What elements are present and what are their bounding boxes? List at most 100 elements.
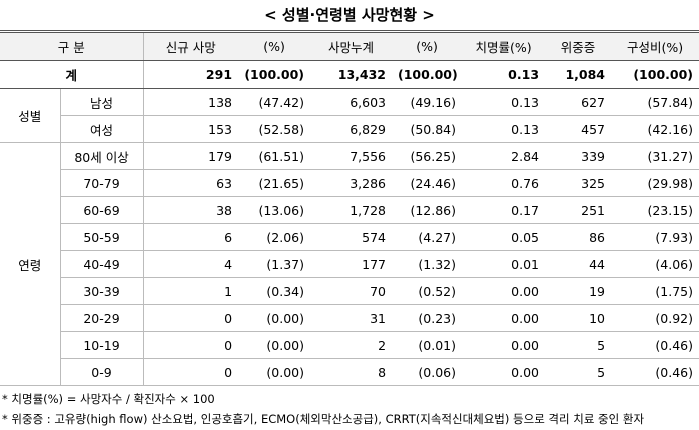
data-row: 여성 153 (52.58) 6,829 (50.84) 0.13 457 (42.16) <box>0 115 699 143</box>
cell: (0.00) <box>238 331 311 359</box>
cell: (100.00) <box>611 60 699 89</box>
cell: (0.34) <box>238 277 311 305</box>
cell: 0.13 <box>462 88 546 116</box>
cell: (49.16) <box>392 88 463 116</box>
row-label: 20-29 <box>60 304 144 332</box>
cell: (0.46) <box>611 358 699 386</box>
header-cell: (%) <box>392 30 463 61</box>
cell: 44 <box>545 250 612 278</box>
cell: 325 <box>545 169 612 197</box>
note: * 치명률(%) = 사망자수 / 확진자수 × 100 <box>2 392 215 406</box>
header-cell: 구 분 <box>0 30 144 61</box>
cell: (13.06) <box>238 196 311 224</box>
cell: 2 <box>310 331 393 359</box>
cell: 70 <box>310 277 393 305</box>
note: * 위중증 : 고유량(high flow) 산소요법, 인공호흡기, ECMO… <box>2 412 645 426</box>
cell: 0.01 <box>462 250 546 278</box>
cell: (24.46) <box>392 169 463 197</box>
cell: (47.42) <box>238 88 311 116</box>
cell: (100.00) <box>238 60 311 89</box>
row-label: 50-59 <box>60 223 144 251</box>
total-row: 계 291 (100.00) 13,432 (100.00) 0.13 1,084 (100.… <box>0 60 699 89</box>
cell: (0.00) <box>238 304 311 332</box>
row-label: 여성 <box>60 115 144 143</box>
cell: 19 <box>545 277 612 305</box>
total-label: 계 <box>0 60 144 89</box>
cell: (0.52) <box>392 277 463 305</box>
cell: 251 <box>545 196 612 224</box>
cell: 4 <box>143 250 239 278</box>
cell: 153 <box>143 115 239 143</box>
cell: (50.84) <box>392 115 463 143</box>
header-cell: (%) <box>238 30 311 61</box>
cell: (1.37) <box>238 250 311 278</box>
header-cell: 위중증 <box>545 30 612 61</box>
cell: (7.93) <box>611 223 699 251</box>
cell: 0.00 <box>462 358 546 386</box>
row-label: 30-39 <box>60 277 144 305</box>
cell: (31.27) <box>611 142 699 170</box>
cell: (0.00) <box>238 358 311 386</box>
cell: 3,286 <box>310 169 393 197</box>
cell: (0.23) <box>392 304 463 332</box>
cell: (56.25) <box>392 142 463 170</box>
row-label: 0-9 <box>60 358 144 386</box>
data-row: 20-29 0 (0.00) 31 (0.23) 0.00 10 (0.92) <box>0 304 699 332</box>
cell: (29.98) <box>611 169 699 197</box>
header-cell: 사망누계 <box>310 30 393 61</box>
cell: 0 <box>143 358 239 386</box>
cell: 1,728 <box>310 196 393 224</box>
cell: (23.15) <box>611 196 699 224</box>
cell: 1,084 <box>545 60 612 89</box>
cell: (42.16) <box>611 115 699 143</box>
cell: 574 <box>310 223 393 251</box>
cell: (4.06) <box>611 250 699 278</box>
cell: 0.13 <box>462 115 546 143</box>
title: < 성별·연령별 사망현황 > <box>264 6 435 24</box>
cell: 0 <box>143 331 239 359</box>
data-row: 0-9 0 (0.00) 8 (0.06) 0.00 5 (0.46) <box>0 358 699 386</box>
cell: (0.92) <box>611 304 699 332</box>
table-body: 구 분 신규 사망 (%) 사망누계 (%) 치명률(%) 위중증 구성비(%) 계 291 (10… <box>0 30 699 386</box>
row-label: 80세 이상 <box>60 142 144 170</box>
cell: 31 <box>310 304 393 332</box>
cell: 7,556 <box>310 142 393 170</box>
cell: (1.32) <box>392 250 463 278</box>
group-label: 성별 <box>0 88 61 143</box>
cell: 6,603 <box>310 88 393 116</box>
cell: 339 <box>545 142 612 170</box>
cell: (0.06) <box>392 358 463 386</box>
data-row: 30-39 1 (0.34) 70 (0.52) 0.00 19 (1.75) <box>0 277 699 305</box>
cell: 138 <box>143 88 239 116</box>
header-row: 구 분 신규 사망 (%) 사망누계 (%) 치명률(%) 위중증 구성비(%) <box>0 30 699 61</box>
cell: 86 <box>545 223 612 251</box>
cell: 0.05 <box>462 223 546 251</box>
data-row: 40-49 4 (1.37) 177 (1.32) 0.01 44 (4.06) <box>0 250 699 278</box>
group-label: 연령 <box>0 142 61 386</box>
cell: 38 <box>143 196 239 224</box>
cell: 8 <box>310 358 393 386</box>
cell: 6 <box>143 223 239 251</box>
data-row: 50-59 6 (2.06) 574 (4.27) 0.05 86 (7.93) <box>0 223 699 251</box>
cell: (57.84) <box>611 88 699 116</box>
cell: (21.65) <box>238 169 311 197</box>
row-label: 10-19 <box>60 331 144 359</box>
cell: 0.17 <box>462 196 546 224</box>
cell: 10 <box>545 304 612 332</box>
cell: 177 <box>310 250 393 278</box>
cell: 5 <box>545 358 612 386</box>
cell: (0.01) <box>392 331 463 359</box>
cell: 0.76 <box>462 169 546 197</box>
notes: * 치명률(%) = 사망자수 / 확진자수 × 100 * 위중증 : 고유량(… <box>0 389 699 429</box>
cell: (12.86) <box>392 196 463 224</box>
cell: 0.00 <box>462 304 546 332</box>
row-label: 40-49 <box>60 250 144 278</box>
cell: 291 <box>143 60 239 89</box>
cell: 6,829 <box>310 115 393 143</box>
cell: 0.00 <box>462 277 546 305</box>
cell: (2.06) <box>238 223 311 251</box>
cell: 179 <box>143 142 239 170</box>
cell: 627 <box>545 88 612 116</box>
cell: 0.13 <box>462 60 546 89</box>
